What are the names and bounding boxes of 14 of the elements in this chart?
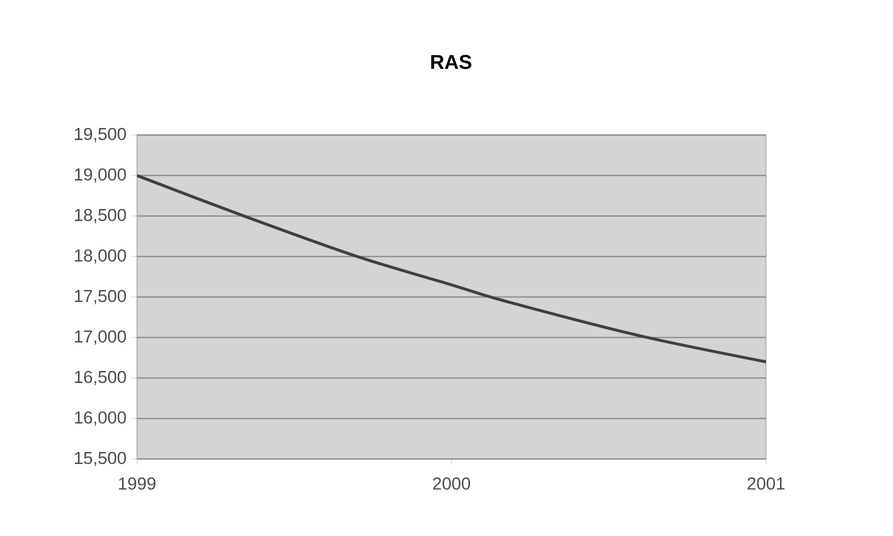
y-tick-label: 17,000 bbox=[74, 330, 126, 345]
x-tick-label: 2001 bbox=[748, 477, 784, 490]
y-tick-label: 19,500 bbox=[74, 128, 126, 142]
chart-title: RAS bbox=[431, 54, 472, 70]
y-tick-label: 16,500 bbox=[74, 370, 126, 386]
x-tick-label: 1999 bbox=[119, 477, 156, 490]
line-series bbox=[137, 174, 766, 364]
y-tick-label: 16,000 bbox=[74, 411, 126, 426]
x-tick-label: 2000 bbox=[433, 477, 470, 490]
y-tick-label: 18,000 bbox=[74, 249, 126, 264]
y-tick-label: 19,000 bbox=[74, 168, 126, 183]
y-tick-label: 18,500 bbox=[74, 208, 126, 224]
y-tick-label: 17,500 bbox=[74, 290, 126, 304]
y-tick-label: 15,500 bbox=[74, 452, 126, 466]
